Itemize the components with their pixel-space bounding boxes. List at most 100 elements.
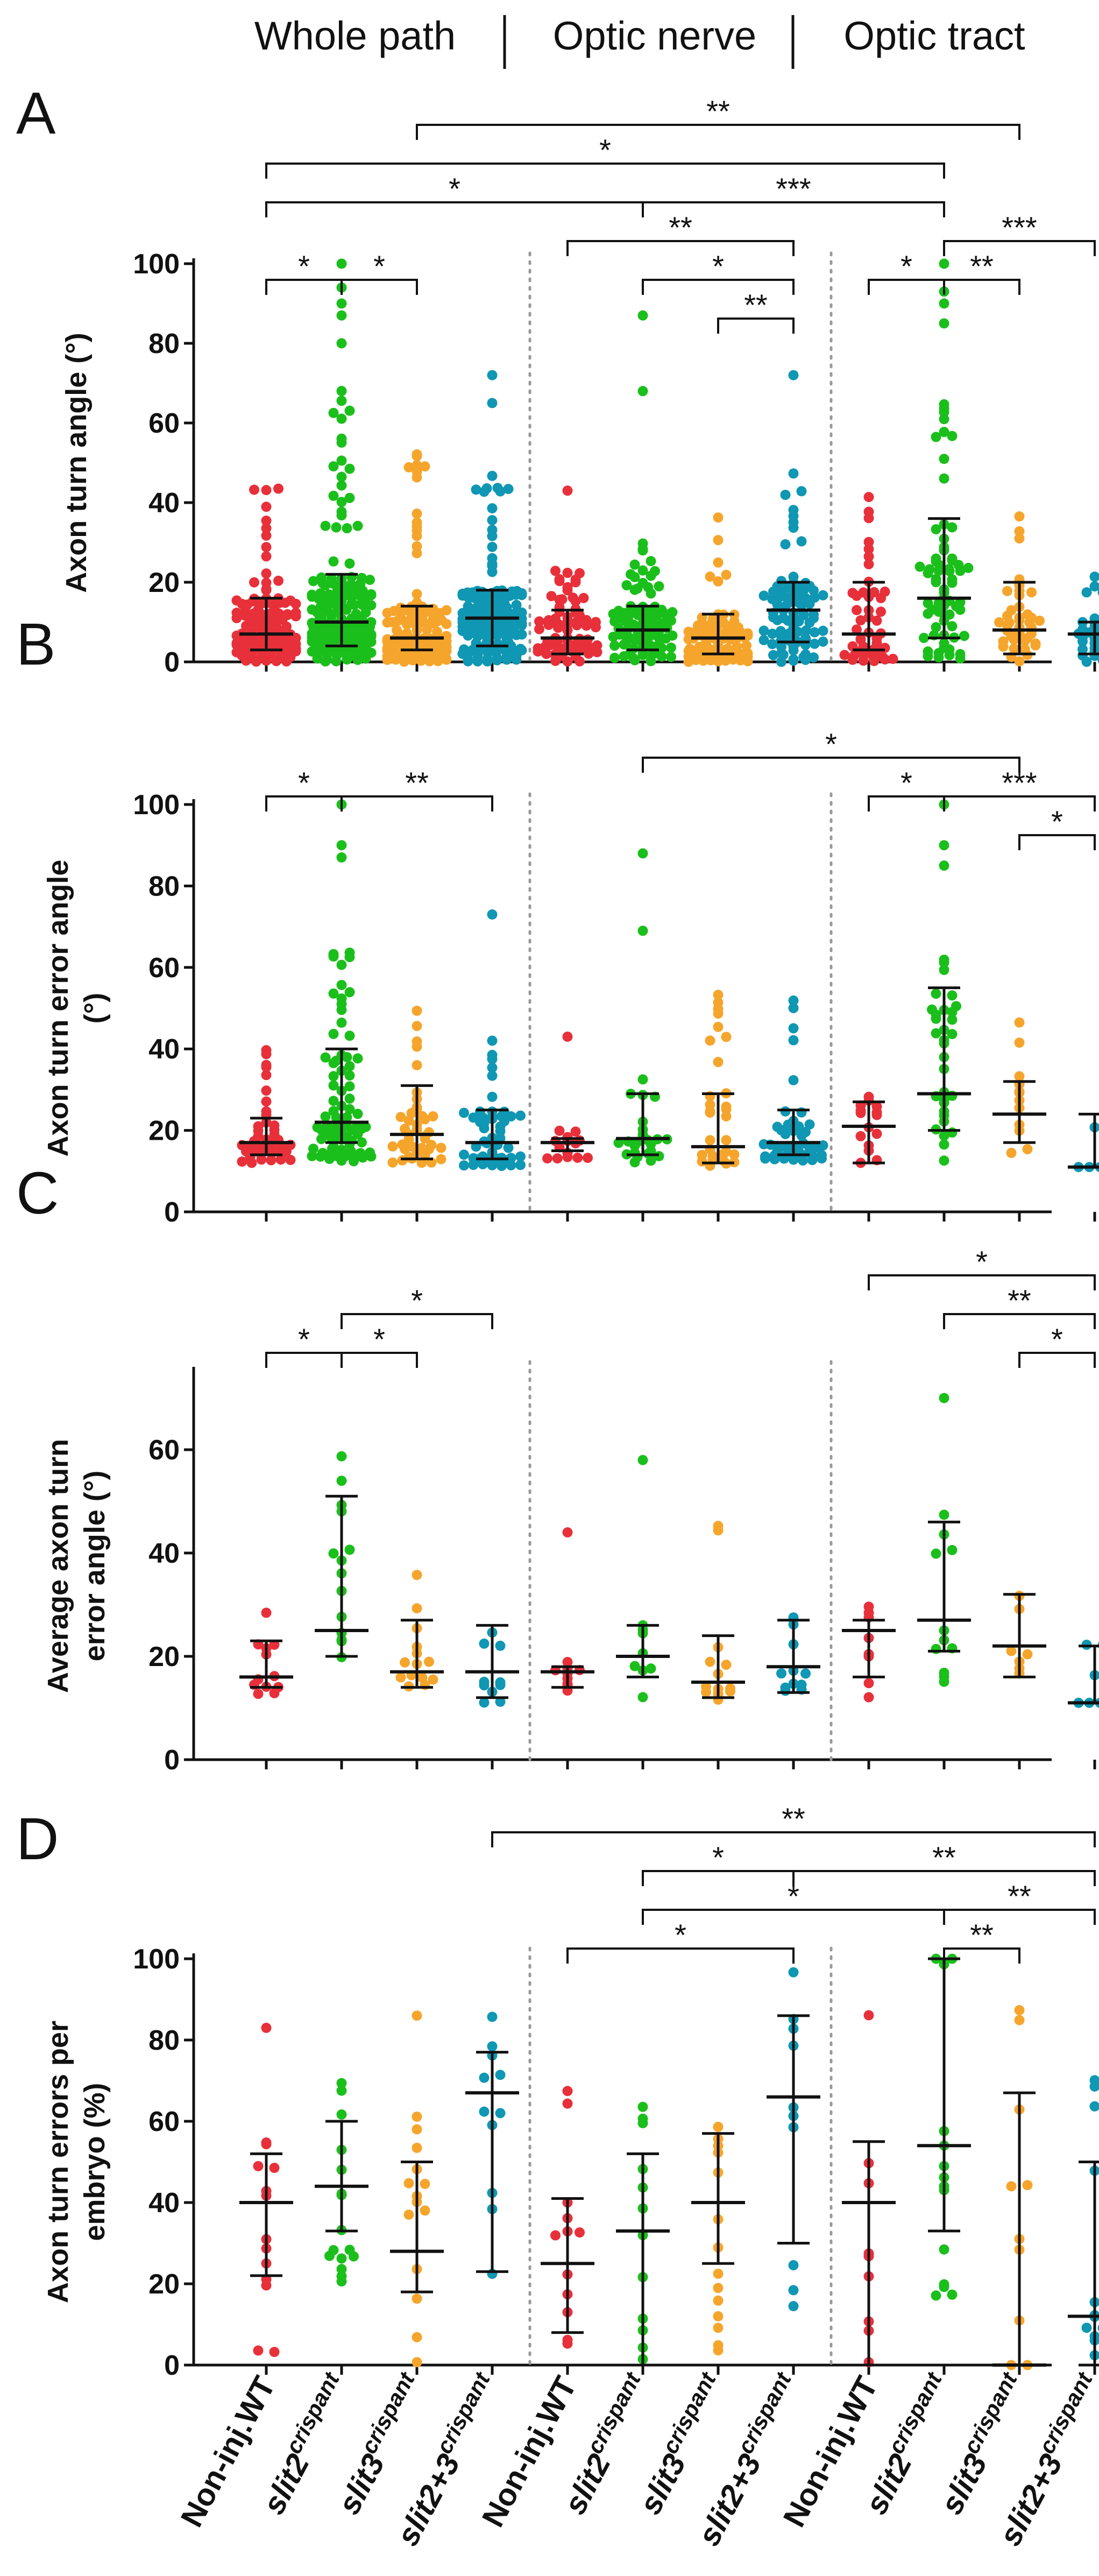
significance-label: *** (1002, 210, 1037, 244)
data-point (412, 1603, 422, 1614)
data-point (713, 2268, 724, 2279)
data-point (951, 1001, 961, 1012)
significance-label: * (449, 172, 460, 206)
significance-bracket (943, 1313, 1096, 1329)
data-point (697, 1149, 707, 1160)
data-point (441, 619, 452, 630)
data-point (713, 1521, 724, 1532)
data-point (855, 615, 866, 626)
data-point (365, 575, 375, 585)
data-point (550, 566, 561, 576)
data-point (336, 1017, 347, 1028)
header-optic-nerve: Optic nerve (553, 13, 756, 58)
data-point (788, 995, 799, 1006)
data-point (459, 1107, 469, 1118)
data-point (400, 1124, 410, 1134)
y-tick-label: 0 (164, 2350, 180, 2381)
data-point (760, 1151, 770, 1162)
data-point (780, 1682, 791, 1693)
data-point (758, 590, 769, 601)
data-point (562, 2334, 573, 2345)
data-point (1014, 2005, 1025, 2016)
data-point (562, 1527, 573, 1538)
data-point (428, 1674, 438, 1685)
data-point (342, 1112, 352, 1123)
data-point (776, 1668, 786, 1679)
data-point (308, 1144, 318, 1154)
data-point (365, 1147, 375, 1158)
data-point (320, 1052, 331, 1063)
data-point (487, 1091, 498, 1102)
y-axis-label: Axon turn error angle (°) (42, 859, 111, 1156)
data-point (758, 625, 769, 636)
data-point (360, 1121, 371, 1132)
panel-letter-d: D (16, 1806, 59, 1872)
data-point (955, 649, 966, 660)
data-point (713, 512, 724, 523)
data-point (336, 338, 347, 349)
data-point (666, 652, 676, 662)
significance-label: *** (776, 172, 811, 206)
data-point (1030, 638, 1041, 649)
data-point (947, 574, 958, 585)
data-point (352, 1109, 363, 1119)
data-point (729, 1149, 740, 1160)
data-point (336, 2109, 347, 2120)
data-point (637, 848, 648, 859)
y-tick-label: 60 (148, 2106, 180, 2137)
data-point (947, 1127, 958, 1138)
data-point (780, 539, 791, 549)
data-point (495, 1696, 506, 1707)
data-point (1006, 605, 1017, 616)
significance-bracket (868, 1274, 1096, 1290)
significance-label: ** (744, 288, 768, 322)
y-tick-label: 80 (148, 328, 180, 359)
data-point (487, 2041, 498, 2052)
data-point (401, 628, 412, 639)
data-point (667, 607, 678, 618)
data-point (818, 590, 828, 601)
data-point (344, 1061, 355, 1071)
x-category-sup: crispant (281, 2367, 345, 2458)
data-point (628, 619, 639, 630)
panel-letter-b: B (16, 611, 55, 677)
data-point (336, 433, 347, 444)
data-point (713, 557, 724, 568)
significance-bracket (341, 279, 418, 295)
data-point (637, 1455, 648, 1465)
data-point (534, 616, 544, 627)
data-point (412, 2332, 422, 2342)
data-point (863, 1601, 874, 1612)
significance-label: * (411, 1283, 423, 1317)
data-point (1009, 643, 1019, 654)
data-point (261, 523, 272, 534)
data-point (412, 2142, 422, 2153)
data-point (637, 1692, 648, 1703)
significance-label: ** (1008, 1283, 1031, 1317)
data-point (947, 2289, 958, 2300)
data-point (788, 370, 799, 380)
data-point (1014, 533, 1025, 544)
data-point (336, 413, 347, 424)
y-tick-label: 60 (148, 1435, 180, 1466)
x-category-main: slit3 (331, 2448, 392, 2520)
data-point (939, 1393, 949, 1403)
data-point (499, 1106, 509, 1117)
data-point (1006, 1147, 1017, 1158)
data-point (344, 492, 355, 503)
significance-bracket (566, 1947, 795, 1964)
data-point (839, 650, 850, 660)
data-point (947, 1014, 958, 1025)
data-point (336, 1476, 347, 1486)
data-point (420, 461, 430, 472)
data-point (249, 484, 259, 495)
data-point (487, 515, 498, 526)
data-point (328, 490, 339, 501)
x-category-sup: crispant (1034, 2367, 1098, 2458)
x-category-main: slit2 (557, 2448, 618, 2520)
data-point (328, 461, 339, 472)
data-point (323, 589, 334, 600)
data-point (231, 608, 242, 618)
data-point (495, 1640, 506, 1651)
data-point (479, 2106, 490, 2117)
